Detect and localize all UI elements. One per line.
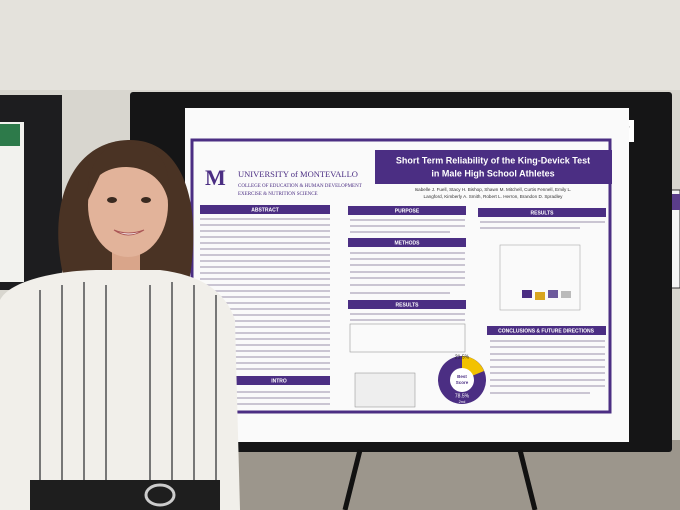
department: EXERCISE & NUTRITION SCIENCE bbox=[238, 192, 318, 197]
pie-label: 78.5% bbox=[455, 393, 470, 399]
left-poster-accent bbox=[0, 124, 20, 146]
section-header: PURPOSE bbox=[395, 208, 420, 214]
college: COLLEGE OF EDUCATION & HUMAN DEVELOPMENT bbox=[238, 184, 362, 189]
authors: Isabelle J. Fuell, Stacy H. Bishop, Shaw… bbox=[415, 187, 572, 192]
easel-leg bbox=[517, 449, 538, 510]
pie-center bbox=[450, 368, 474, 392]
box-plot-box bbox=[548, 290, 558, 298]
section-bar bbox=[478, 208, 606, 217]
person bbox=[0, 140, 240, 510]
section-header: CONCLUSIONS & FUTURE DIRECTIONS bbox=[498, 328, 595, 334]
poster-title: Short Term Reliability of the King-Devic… bbox=[396, 155, 590, 165]
pie-label: Score bbox=[456, 380, 469, 385]
section-bar bbox=[228, 376, 330, 385]
section-header: ABSTRACT bbox=[251, 207, 279, 213]
section-bar bbox=[487, 326, 606, 335]
poster-border bbox=[190, 138, 612, 414]
box-plot-box bbox=[522, 290, 532, 298]
title-bar bbox=[375, 150, 612, 184]
poster-title: in Male High School Athletes bbox=[431, 168, 554, 178]
easel-leg bbox=[342, 449, 363, 510]
section-header: RESULTS bbox=[531, 210, 555, 216]
left-poster bbox=[0, 122, 24, 282]
box-plot-box bbox=[535, 292, 545, 300]
university: UNIVERSITY of MONTEVALLO bbox=[238, 169, 358, 179]
pie-label: 21.5% bbox=[455, 354, 470, 360]
box-plot-frame bbox=[499, 244, 581, 311]
figure-image bbox=[354, 372, 416, 408]
section-bar bbox=[348, 300, 466, 309]
authors: Langford, Kimberly A. Smith, Robert L. H… bbox=[424, 194, 564, 199]
upper-wall bbox=[0, 0, 680, 90]
pie-label: 2nd bbox=[459, 399, 466, 404]
body-text bbox=[200, 218, 605, 405]
results-table bbox=[349, 323, 466, 353]
section-bar bbox=[348, 238, 466, 247]
section-bar bbox=[200, 205, 330, 214]
logo-m: M bbox=[205, 165, 226, 190]
box-plot-box bbox=[561, 291, 571, 298]
section-header: RESULTS bbox=[396, 302, 420, 308]
section-header: INTRO bbox=[271, 378, 287, 384]
pie-label: Best bbox=[457, 374, 467, 379]
section-bar bbox=[348, 206, 466, 215]
section-header: METHODS bbox=[395, 240, 421, 246]
